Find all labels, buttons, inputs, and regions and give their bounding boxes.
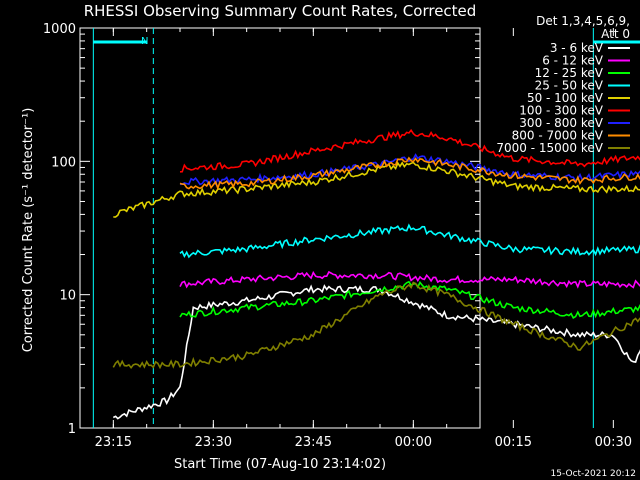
legend-header-line2: Att 0 [601,27,630,41]
legend-header-line1: Det 1,3,4,5,6,9, [536,14,630,28]
legend-label: 25 - 50 keV [535,79,604,93]
footer-date: 15-Oct-2021 20:12 [551,469,636,479]
series-line [113,161,640,218]
x-tick-label: 23:15 [95,435,132,450]
series-line [179,128,640,173]
x-tick-label: 23:45 [295,435,332,450]
y-tick-label: 10 [59,289,76,304]
y-tick-label: 100 [51,155,76,170]
x-tick-label: 00:00 [395,435,432,450]
legend-label: 12 - 25 keV [535,66,604,80]
legend-label: 100 - 300 keV [519,104,603,118]
y-axis-label: Corrected Count Rate (s⁻¹ detector⁻¹) [21,108,36,353]
legend-label: 7000 - 15000 keV [496,141,603,155]
series-line [179,153,640,186]
series-line [179,156,640,191]
series-line [179,223,640,259]
x-tick-label: 00:15 [495,435,532,450]
legend-label: 50 - 100 keV [527,91,604,105]
y-tick-label: 1 [68,422,76,437]
chart-title: RHESSI Observing Summary Count Rates, Co… [84,2,477,20]
interval-overlay [92,28,640,428]
legend-label: 300 - 800 keV [519,116,603,130]
legend-label: 6 - 12 keV [542,54,604,68]
legend-label: 3 - 6 keV [550,41,604,55]
x-axis-label: Start Time (07-Aug-10 23:14:02) [174,457,386,472]
series-line [112,281,640,370]
legend-label: 800 - 7000 keV [512,129,604,143]
x-tick-label: 23:30 [195,435,232,450]
tick-layer: 23:1523:3023:4500:0000:1500:3000:4511010… [43,22,632,450]
series-line [179,270,640,289]
x-tick-label: 00:30 [595,435,632,450]
y-tick-label: 1000 [43,22,76,37]
series-layer [112,128,640,420]
series-line [112,284,640,420]
